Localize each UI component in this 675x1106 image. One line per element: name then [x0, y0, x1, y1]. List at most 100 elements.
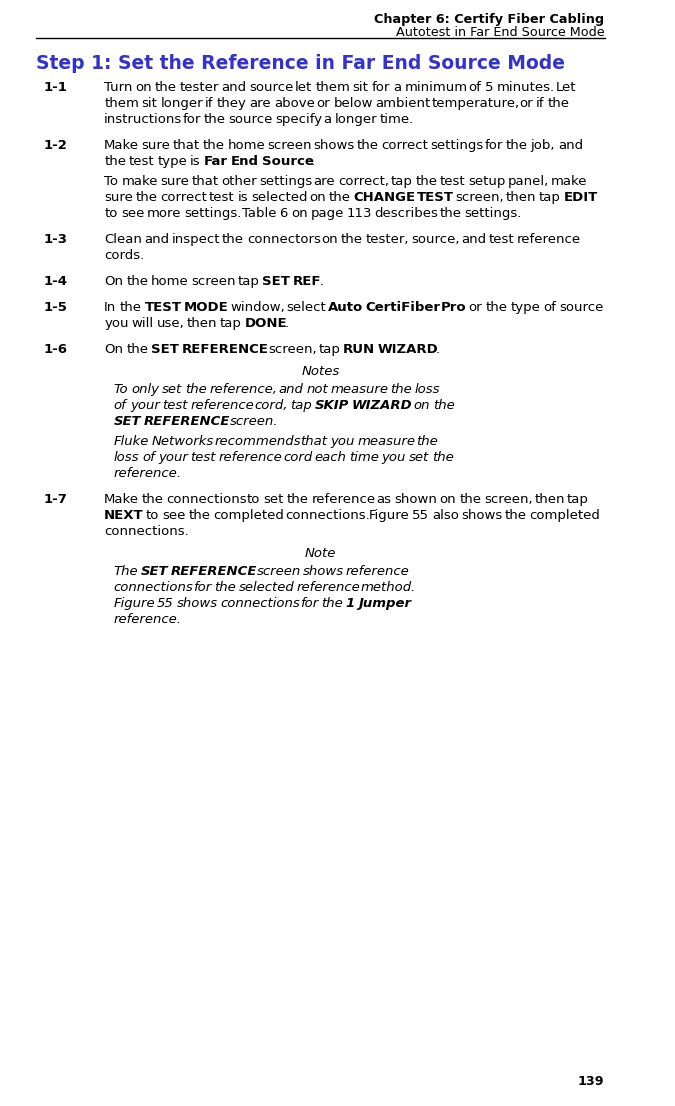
- Text: a: a: [393, 81, 401, 94]
- Text: SKIP: SKIP: [315, 399, 350, 413]
- Text: set: set: [408, 451, 429, 465]
- Text: the: the: [341, 233, 362, 246]
- Text: screen,: screen,: [268, 343, 317, 356]
- Text: 1-5: 1-5: [44, 301, 68, 314]
- Text: Pro: Pro: [440, 301, 466, 314]
- Text: REFERENCE: REFERENCE: [182, 343, 269, 356]
- Text: Chapter 6: Certify Fiber Cabling: Chapter 6: Certify Fiber Cabling: [375, 13, 605, 27]
- Text: of: of: [468, 81, 481, 94]
- Text: shows: shows: [313, 139, 354, 152]
- Text: RUN: RUN: [343, 343, 375, 356]
- Text: Notes: Notes: [301, 365, 340, 378]
- Text: selected: selected: [251, 191, 308, 204]
- Text: for: for: [182, 113, 200, 126]
- Text: To: To: [104, 175, 118, 188]
- Text: time.: time.: [379, 113, 414, 126]
- Text: for: for: [193, 581, 211, 594]
- Text: .: .: [435, 343, 439, 356]
- Text: is: is: [190, 155, 200, 168]
- Text: the: the: [439, 207, 461, 220]
- Text: reference: reference: [296, 581, 360, 594]
- Text: correct,: correct,: [338, 175, 389, 188]
- Text: you: you: [330, 435, 354, 448]
- Text: make: make: [122, 175, 158, 188]
- Text: WIZARD: WIZARD: [378, 343, 439, 356]
- Text: Table: Table: [242, 207, 277, 220]
- Text: test: test: [162, 399, 188, 413]
- Text: to: to: [146, 509, 159, 522]
- Text: correct: correct: [381, 139, 429, 152]
- Text: test: test: [190, 451, 216, 465]
- Text: on: on: [309, 191, 325, 204]
- Text: shows: shows: [303, 565, 344, 578]
- Text: on: on: [413, 399, 430, 413]
- Text: or: or: [519, 97, 533, 109]
- Text: cord: cord: [283, 451, 313, 465]
- Text: Auto: Auto: [328, 301, 363, 314]
- Text: 139: 139: [578, 1075, 605, 1088]
- Text: the: the: [416, 435, 438, 448]
- Text: 1-1: 1-1: [44, 81, 68, 94]
- Text: On: On: [104, 343, 124, 356]
- Text: sure: sure: [160, 175, 189, 188]
- Text: .: .: [285, 317, 289, 330]
- Text: the: the: [136, 191, 158, 204]
- Text: SET: SET: [141, 565, 169, 578]
- Text: them: them: [104, 97, 139, 109]
- Text: 6: 6: [279, 207, 288, 220]
- Text: tap: tap: [539, 191, 560, 204]
- Text: below: below: [333, 97, 373, 109]
- Text: the: the: [126, 275, 148, 288]
- Text: screen,: screen,: [484, 493, 533, 507]
- Text: not: not: [306, 383, 328, 396]
- Text: the: the: [202, 139, 225, 152]
- Text: test: test: [209, 191, 235, 204]
- Text: settings.: settings.: [184, 207, 241, 220]
- Text: that: that: [300, 435, 327, 448]
- Text: loss: loss: [414, 383, 440, 396]
- Text: the: the: [189, 509, 211, 522]
- Text: REFERENCE: REFERENCE: [171, 565, 258, 578]
- Text: connections.: connections.: [104, 525, 189, 538]
- Text: set: set: [263, 493, 284, 507]
- Text: them: them: [315, 81, 350, 94]
- Text: settings.: settings.: [464, 207, 521, 220]
- Text: type: type: [157, 155, 187, 168]
- Text: connections.: connections.: [285, 509, 369, 522]
- Text: SET: SET: [262, 275, 290, 288]
- Text: reference.: reference.: [113, 613, 182, 626]
- Text: CHANGE: CHANGE: [354, 191, 416, 204]
- Text: on: on: [135, 81, 152, 94]
- Text: reference: reference: [517, 233, 581, 246]
- Text: Clean: Clean: [104, 233, 142, 246]
- Text: REF: REF: [293, 275, 321, 288]
- Text: TEST: TEST: [144, 301, 182, 314]
- Text: the: the: [287, 493, 308, 507]
- Text: the: the: [215, 581, 236, 594]
- Text: 1-2: 1-2: [44, 139, 68, 152]
- Text: Step 1: Set the Reference in Far End Source Mode: Step 1: Set the Reference in Far End Sou…: [36, 54, 565, 73]
- Text: settings: settings: [430, 139, 483, 152]
- Text: the: the: [126, 343, 148, 356]
- Text: the: the: [142, 493, 163, 507]
- Text: screen: screen: [257, 565, 301, 578]
- Text: and: and: [279, 383, 303, 396]
- Text: that: that: [173, 139, 200, 152]
- Text: home: home: [151, 275, 189, 288]
- Text: describes: describes: [375, 207, 439, 220]
- Text: tap: tap: [319, 343, 340, 356]
- Text: are: are: [249, 97, 271, 109]
- Text: test: test: [129, 155, 155, 168]
- Text: EDIT: EDIT: [564, 191, 597, 204]
- Text: your: your: [130, 399, 160, 413]
- Text: 1-7: 1-7: [44, 493, 68, 507]
- Text: Make: Make: [104, 493, 139, 507]
- Text: for: for: [485, 139, 503, 152]
- Text: shows: shows: [177, 597, 218, 611]
- Text: Note: Note: [304, 547, 336, 560]
- Text: tester,: tester,: [366, 233, 409, 246]
- Text: source,: source,: [411, 233, 459, 246]
- Text: you: you: [381, 451, 406, 465]
- Text: The: The: [113, 565, 138, 578]
- Text: 1-4: 1-4: [44, 275, 68, 288]
